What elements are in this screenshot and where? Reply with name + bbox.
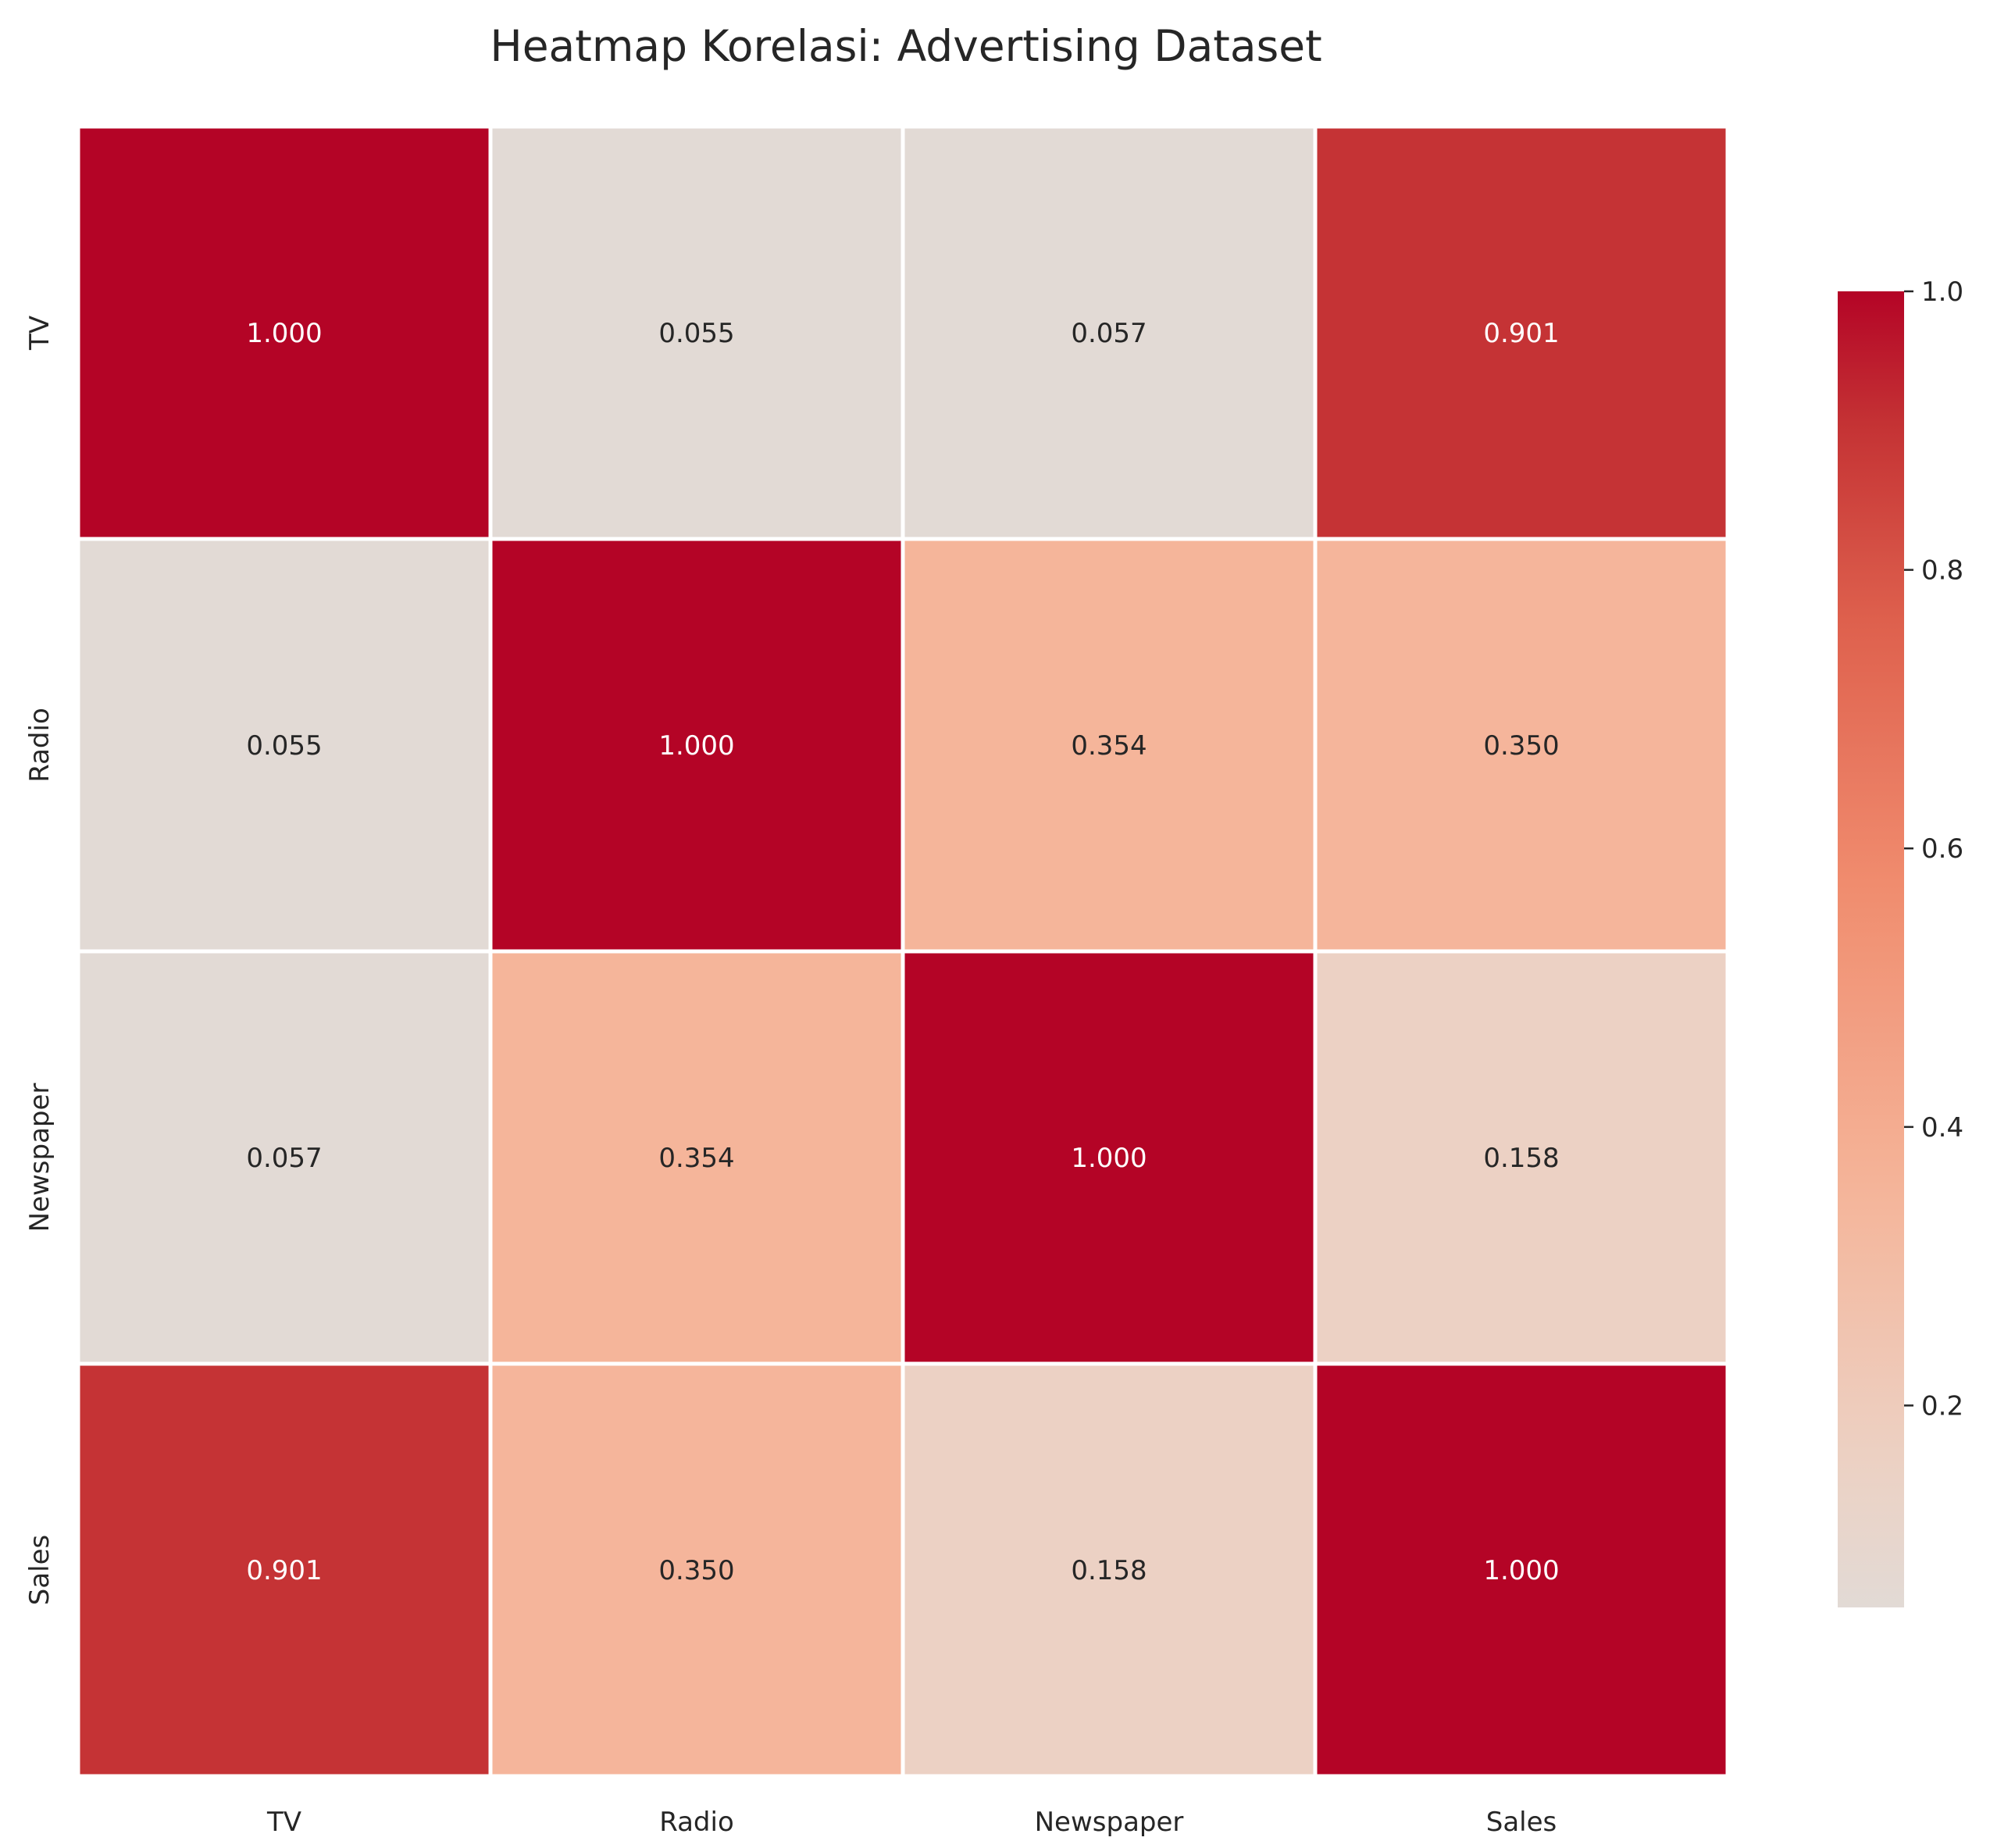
heatmap-cell-tv-radio xyxy=(488,124,905,541)
column-label-tv: TV xyxy=(266,1807,301,1838)
row-label-tv: TV xyxy=(24,316,55,351)
heatmap-cell-radio-sales xyxy=(1313,537,1730,954)
colorbar: 0.2 0.4 0.6 0.8 1.0 xyxy=(1838,276,1963,1607)
column-label-newspaper: Newspaper xyxy=(1035,1807,1184,1838)
heatmap-cell-sales-sales xyxy=(1313,1361,1730,1778)
colorbar-tick-label: 0.4 xyxy=(1921,1112,1963,1143)
heatmap-cell-radio-radio xyxy=(488,537,905,954)
column-label-radio: Radio xyxy=(659,1807,734,1838)
cell-value-label: 0.158 xyxy=(1071,1555,1147,1586)
cell-value-label: 1.000 xyxy=(1071,1143,1147,1174)
heatmap-cell-tv-tv xyxy=(76,124,493,541)
heatmap-cell-radio-tv xyxy=(76,537,493,954)
row-label-newspaper: Newspaper xyxy=(24,1083,55,1233)
colorbar-tick-label: 1.0 xyxy=(1921,276,1963,308)
cell-value-label: 0.057 xyxy=(1071,318,1147,349)
heatmap-cell-tv-sales xyxy=(1313,124,1730,541)
cell-value-label: 1.000 xyxy=(246,318,322,349)
colorbar-gradient xyxy=(1838,291,1904,1607)
cell-value-label: 1.000 xyxy=(658,730,734,762)
heatmap-cell-tv-newspaper xyxy=(900,124,1318,541)
column-label-sales: Sales xyxy=(1486,1807,1557,1838)
heatmap-cell-newspaper-sales xyxy=(1313,949,1730,1366)
cell-value-label: 0.901 xyxy=(246,1555,322,1586)
colorbar-tick-label: 0.8 xyxy=(1921,555,1963,587)
cell-value-label: 0.350 xyxy=(658,1555,734,1586)
cell-value-label: 0.354 xyxy=(658,1143,734,1174)
cell-value-label: 0.354 xyxy=(1071,730,1147,762)
chart-title: Heatmap Korelasi: Advertising Dataset xyxy=(490,21,1321,71)
cell-value-label: 0.055 xyxy=(658,318,734,349)
colorbar-tick-label: 0.2 xyxy=(1921,1390,1963,1422)
heatmap-cell-sales-tv xyxy=(76,1361,493,1778)
row-labels: TV Radio Newspaper Sales xyxy=(24,316,55,1605)
heatmap-cell-newspaper-radio xyxy=(488,949,905,1366)
cell-value-label: 1.000 xyxy=(1483,1555,1559,1586)
cell-value-label: 0.901 xyxy=(1483,318,1559,349)
heatmap-cells: 1.000 0.055 0.057 0.901 0.055 1.000 0.354 0.350… xyxy=(76,124,1730,1778)
row-label-radio: Radio xyxy=(24,708,55,783)
column-labels: TV Radio Newspaper Sales xyxy=(266,1807,1557,1838)
heatmap-cell-sales-radio xyxy=(488,1361,905,1778)
row-label-sales: Sales xyxy=(24,1535,55,1606)
cell-value-label: 0.057 xyxy=(246,1143,322,1174)
cell-value-label: 0.350 xyxy=(1483,730,1559,762)
colorbar-tick-label: 0.6 xyxy=(1921,833,1963,865)
cell-value-label: 0.055 xyxy=(246,730,322,762)
heatmap-cell-sales-newspaper xyxy=(900,1361,1318,1778)
cell-value-label: 0.158 xyxy=(1483,1143,1559,1174)
